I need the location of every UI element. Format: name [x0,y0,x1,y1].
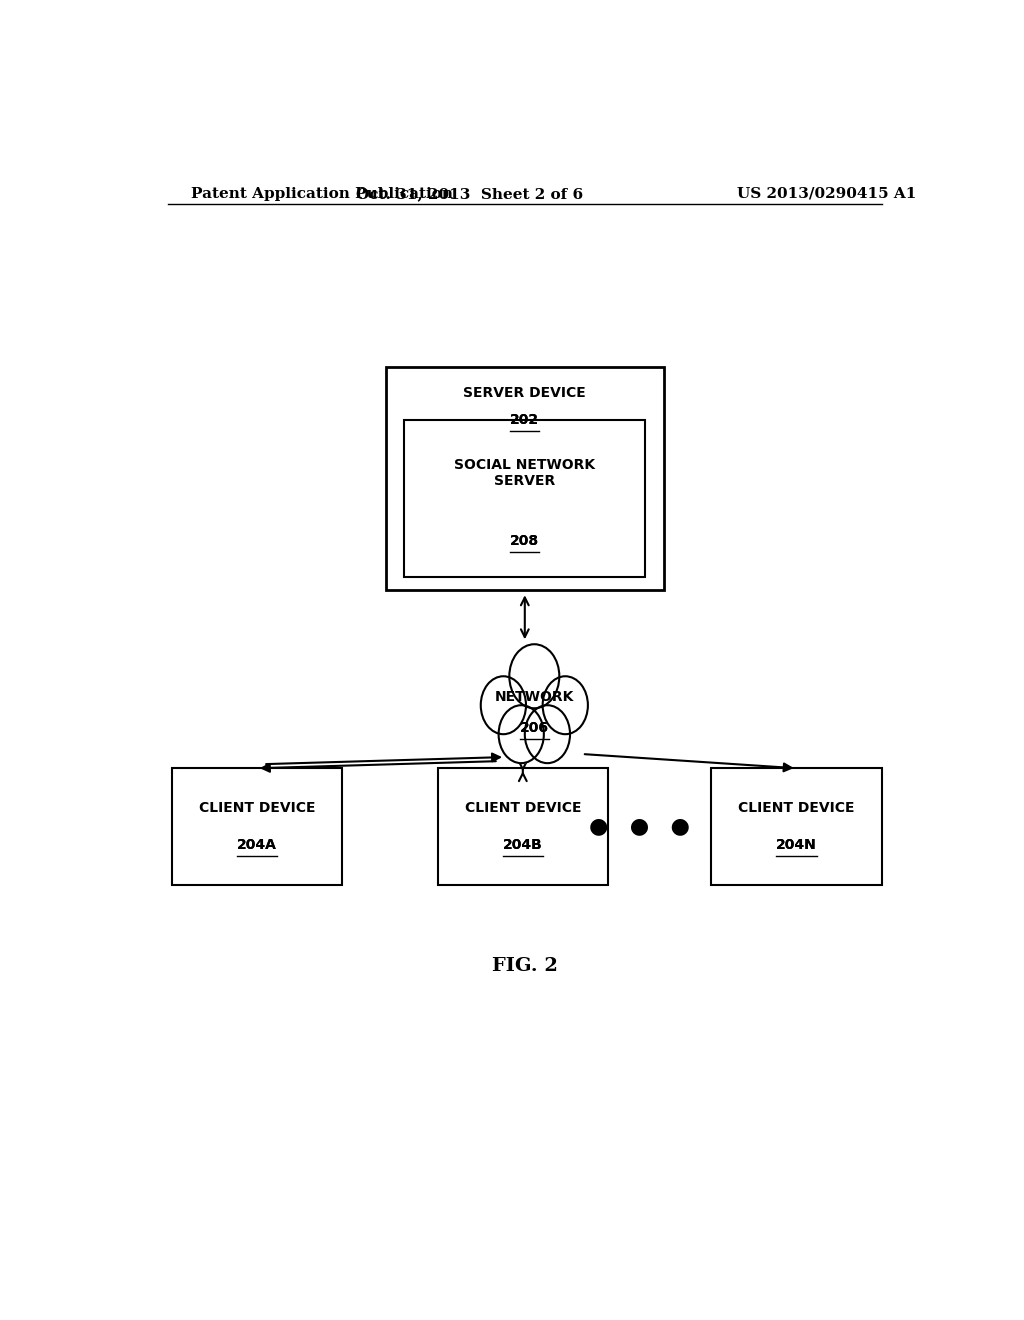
Text: 202: 202 [510,413,540,426]
Text: Oct. 31, 2013  Sheet 2 of 6: Oct. 31, 2013 Sheet 2 of 6 [355,187,583,201]
Text: 204A: 204A [237,838,276,851]
Text: NETWORK: NETWORK [495,690,574,704]
Circle shape [509,644,559,709]
Text: 208: 208 [510,535,540,548]
Text: 204B: 204B [503,838,543,851]
Text: 204B: 204B [503,838,543,851]
Text: US 2013/0290415 A1: US 2013/0290415 A1 [736,187,916,201]
Text: ●   ●   ●: ● ● ● [590,816,690,836]
Text: SERVER DEVICE: SERVER DEVICE [464,387,586,400]
Circle shape [480,676,526,734]
Text: SOCIAL NETWORK
SERVER: SOCIAL NETWORK SERVER [455,458,595,488]
Text: CLIENT DEVICE: CLIENT DEVICE [199,801,315,816]
Text: 204A: 204A [237,838,276,851]
Text: FIG. 2: FIG. 2 [492,957,558,975]
Text: 204N: 204N [776,838,817,851]
Text: Patent Application Publication: Patent Application Publication [191,187,454,201]
Text: CLIENT DEVICE: CLIENT DEVICE [465,801,581,816]
Text: 208: 208 [510,535,540,548]
Text: 206: 206 [520,721,549,735]
Bar [386,367,664,590]
Bar [404,420,645,577]
Text: CLIENT DEVICE: CLIENT DEVICE [738,801,855,816]
Circle shape [524,705,570,763]
Bar [712,768,882,886]
Circle shape [499,705,544,763]
Bar [172,768,342,886]
Text: 204N: 204N [776,838,817,851]
Text: 206: 206 [520,721,549,735]
Bar [437,768,608,886]
Circle shape [543,676,588,734]
Text: 202: 202 [510,413,540,426]
